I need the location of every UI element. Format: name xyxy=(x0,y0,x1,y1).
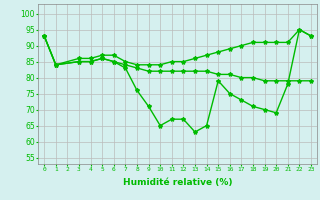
X-axis label: Humidité relative (%): Humidité relative (%) xyxy=(123,178,232,187)
